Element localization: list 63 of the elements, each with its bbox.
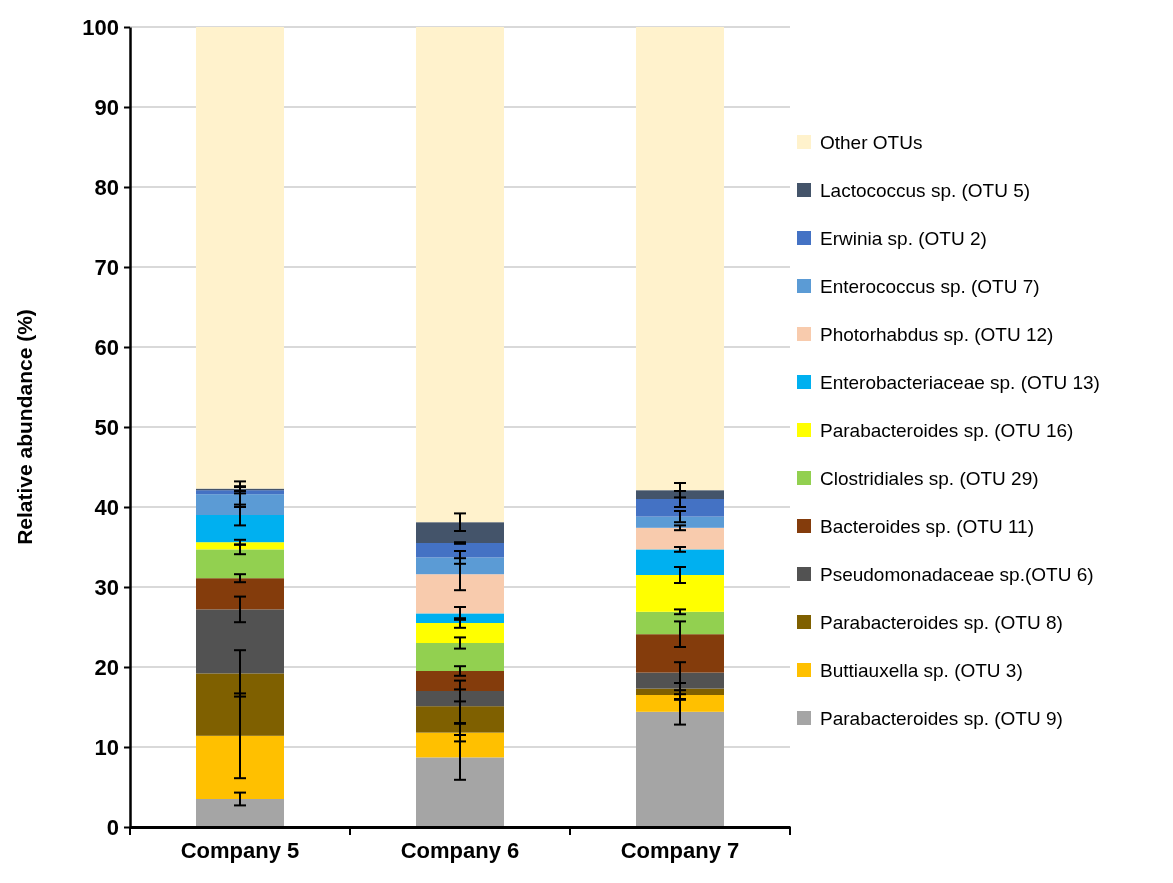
- legend-label: Bacteroides sp. (OTU 11): [820, 516, 1035, 537]
- bar: [636, 695, 724, 712]
- y-tick-label: 90: [94, 94, 119, 120]
- bar: [416, 613, 504, 623]
- bar: [416, 557, 504, 575]
- bar: [416, 643, 504, 671]
- legend-label: Buttiauxella sp. (OTU 3): [820, 660, 1023, 681]
- bar: [196, 549, 284, 579]
- y-tick-label: 20: [94, 654, 119, 680]
- legend-label: Clostridiales sp. (OTU 29): [820, 468, 1039, 489]
- bar: [636, 490, 724, 499]
- y-tick-label: 50: [94, 414, 119, 440]
- y-tick-label: 30: [94, 574, 119, 600]
- bar: [196, 735, 284, 799]
- bar: [636, 711, 724, 827]
- bar: [416, 732, 504, 758]
- bar: [636, 516, 724, 528]
- bar: [416, 706, 504, 733]
- bar: [416, 623, 504, 643]
- legend-label: Parabacteroides sp. (OTU 8): [820, 612, 1063, 633]
- bar: [416, 757, 504, 827]
- legend-label: Other OTUs: [820, 132, 923, 153]
- bar: [636, 527, 724, 550]
- bar: [416, 522, 504, 543]
- x-tick-label: Company 6: [400, 838, 520, 863]
- bar: [636, 575, 724, 612]
- legend-label: Pseudomonadaceae sp.(OTU 6): [820, 564, 1094, 585]
- bar: [196, 799, 284, 827]
- x-tick-label: Company 5: [180, 838, 300, 863]
- y-tick-label: 80: [94, 174, 119, 200]
- legend-label: Photorhabdus sp. (OTU 12): [820, 324, 1054, 345]
- bar: [416, 27, 504, 523]
- bar: [636, 672, 724, 689]
- legend-label: Lactococcus sp. (OTU 5): [820, 180, 1031, 201]
- legend-label: Enterococcus sp. (OTU 7): [820, 276, 1040, 297]
- bar: [636, 611, 724, 635]
- y-tick-label: 70: [94, 254, 119, 280]
- legend-label: Parabacteroides sp. (OTU 9): [820, 708, 1063, 729]
- bar: [196, 673, 284, 736]
- bar: [196, 27, 284, 489]
- legend-label: Enterobacteriaceae sp. (OTU 13): [820, 372, 1100, 393]
- x-tick-label: Company 7: [620, 838, 740, 863]
- y-axis-title: Relative abundance (%): [13, 309, 36, 545]
- y-tick-label: 0: [106, 814, 119, 840]
- bar: [636, 27, 724, 491]
- legend-label: Parabacteroides sp. (OTU 16): [820, 420, 1074, 441]
- bar: [636, 549, 724, 575]
- bar: [196, 494, 284, 515]
- bar: [416, 574, 504, 614]
- bar: [196, 578, 284, 610]
- bar: [416, 691, 504, 707]
- bar: [196, 515, 284, 543]
- bar: [416, 671, 504, 691]
- legend-label: Erwinia sp. (OTU 2): [820, 228, 987, 249]
- bar: [416, 543, 504, 558]
- bar: [636, 634, 724, 673]
- y-tick-label: 40: [94, 494, 119, 520]
- y-tick-label: 100: [82, 14, 119, 40]
- y-tick-label: 10: [94, 734, 119, 760]
- bar: [196, 542, 284, 550]
- bar: [636, 499, 724, 517]
- y-tick-label: 60: [94, 334, 119, 360]
- bar: [196, 609, 284, 674]
